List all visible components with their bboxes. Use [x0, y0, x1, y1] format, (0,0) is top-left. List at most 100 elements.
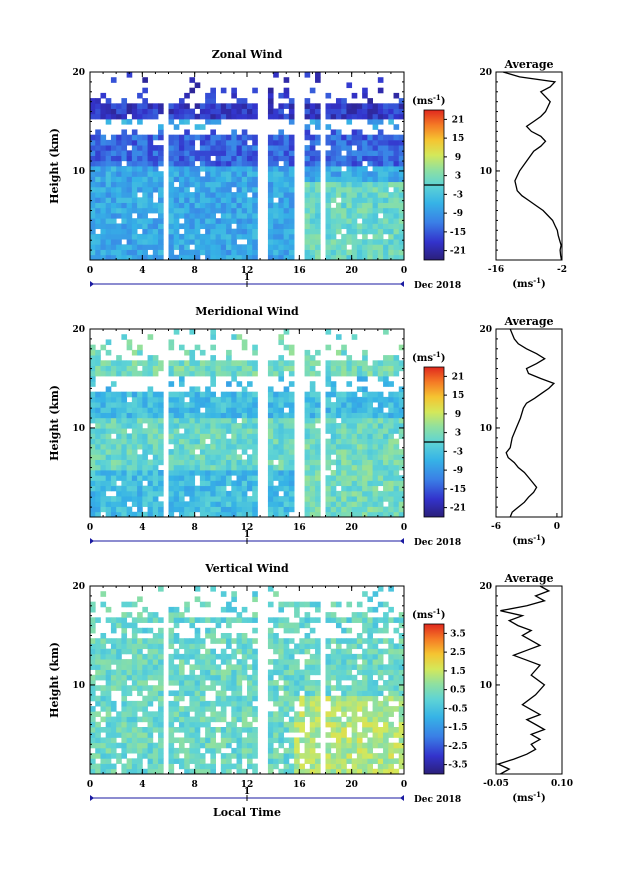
- heatmap-cell: [121, 360, 128, 366]
- heatmap-cell: [110, 223, 117, 230]
- heatmap-cell: [252, 480, 258, 487]
- heatmap-cell: [116, 166, 122, 172]
- heatmap-cell: [247, 228, 253, 235]
- heatmap-cell: [377, 727, 384, 733]
- heatmap-cell: [252, 370, 258, 377]
- heatmap-cell: [110, 496, 117, 502]
- heatmap-cell: [398, 239, 405, 245]
- heatmap-cell: [121, 103, 128, 109]
- heatmap-cell: [351, 402, 358, 408]
- heatmap-cell: [341, 160, 347, 167]
- heatmap-cell: [273, 218, 279, 224]
- heatmap-cell: [105, 197, 112, 203]
- heatmap-cell: [283, 464, 290, 471]
- heatmap-cell: [90, 166, 96, 172]
- heatmap-cell: [173, 747, 180, 754]
- heatmap-cell: [95, 459, 101, 466]
- heatmap-cell: [383, 664, 389, 670]
- heatmap-cell: [184, 490, 190, 497]
- heatmap-cell: [356, 716, 363, 723]
- heatmap-cell: [110, 171, 117, 177]
- heatmap-cell: [341, 412, 347, 419]
- heatmap-cell: [304, 680, 311, 686]
- heatmap-cell: [356, 753, 363, 759]
- heatmap-cell: [377, 601, 384, 608]
- heatmap-cell: [372, 428, 379, 434]
- heatmap-cell: [383, 680, 389, 686]
- heatmap-cell: [121, 732, 128, 738]
- heatmap-cell: [215, 171, 222, 177]
- heatmap-cell: [252, 768, 258, 775]
- heatmap-cell: [105, 459, 112, 466]
- heatmap-cell: [184, 197, 190, 203]
- heatmap-cell: [194, 186, 201, 193]
- heatmap-cell: [330, 186, 337, 193]
- heatmap-cell: [278, 470, 285, 476]
- heatmap-cell: [205, 459, 211, 466]
- heatmap-cell: [356, 181, 363, 188]
- heatmap-cell: [158, 664, 164, 670]
- heatmap-cell: [383, 454, 389, 460]
- heatmap-cell: [309, 155, 316, 162]
- profile-frame: [495, 328, 563, 518]
- heatmap-cell: [356, 653, 363, 660]
- heatmap-cell: [267, 360, 274, 366]
- heatmap-cell: [288, 119, 295, 125]
- heatmap-cell: [210, 207, 216, 214]
- heatmap-cell: [304, 464, 311, 471]
- heatmap-cell: [330, 171, 337, 177]
- heatmap-cell: [142, 753, 148, 759]
- heatmap-cell: [184, 711, 190, 717]
- heatmap-cell: [288, 402, 295, 408]
- heatmap-cell: [168, 228, 175, 235]
- heatmap-cell: [356, 638, 363, 644]
- heatmap-cell: [377, 228, 384, 235]
- heatmap-cell: [220, 659, 227, 665]
- heatmap-cell: [330, 103, 337, 109]
- heatmap-cell: [383, 727, 389, 733]
- heatmap-cell: [267, 747, 274, 754]
- heatmap-cell: [278, 355, 285, 361]
- heatmap-cell: [278, 192, 285, 198]
- heatmap-cell: [105, 470, 112, 476]
- heatmap-cell: [121, 129, 128, 136]
- heatmap-cell: [294, 727, 300, 733]
- heatmap-cell: [215, 496, 222, 502]
- heatmap-cell: [231, 166, 237, 172]
- heatmap-cell: [283, 197, 290, 203]
- heatmap-cell: [393, 449, 400, 455]
- heatmap-cell: [283, 77, 290, 83]
- heatmap-cell: [288, 155, 295, 162]
- heatmap-cell: [184, 228, 190, 235]
- heatmap-cell: [273, 233, 279, 240]
- heatmap-cell: [377, 586, 384, 592]
- heatmap-cell: [226, 166, 232, 172]
- heatmap-cell: [372, 186, 379, 193]
- heatmap-cell: [377, 664, 384, 670]
- heatmap-cell: [168, 402, 175, 408]
- heatmap-cell: [294, 742, 300, 749]
- heatmap-cell: [252, 695, 258, 702]
- heatmap-cell: [362, 449, 368, 455]
- heatmap-cell: [105, 228, 112, 235]
- heatmap-cell: [220, 391, 227, 398]
- heatmap-cell: [315, 690, 321, 697]
- heatmap-cell: [168, 475, 175, 481]
- heatmap-cell: [95, 412, 101, 419]
- heatmap-cell: [377, 207, 384, 214]
- heatmap-cell: [267, 197, 274, 203]
- heatmap-cell: [110, 480, 117, 487]
- heatmap-cell: [367, 742, 373, 749]
- heatmap-cell: [362, 685, 368, 691]
- heatmap-cell: [341, 207, 347, 214]
- heatmap-cell: [231, 438, 237, 445]
- heatmap-cell: [377, 218, 384, 224]
- heatmap-cell: [226, 669, 232, 676]
- heatmap-cell: [105, 511, 112, 518]
- heatmap-cell: [330, 181, 337, 188]
- profile-y-tick-label: 10: [479, 167, 492, 177]
- heatmap-cell: [152, 145, 159, 151]
- heatmap-cell: [388, 747, 394, 754]
- heatmap-cell: [100, 412, 107, 419]
- heatmap-cell: [283, 449, 290, 455]
